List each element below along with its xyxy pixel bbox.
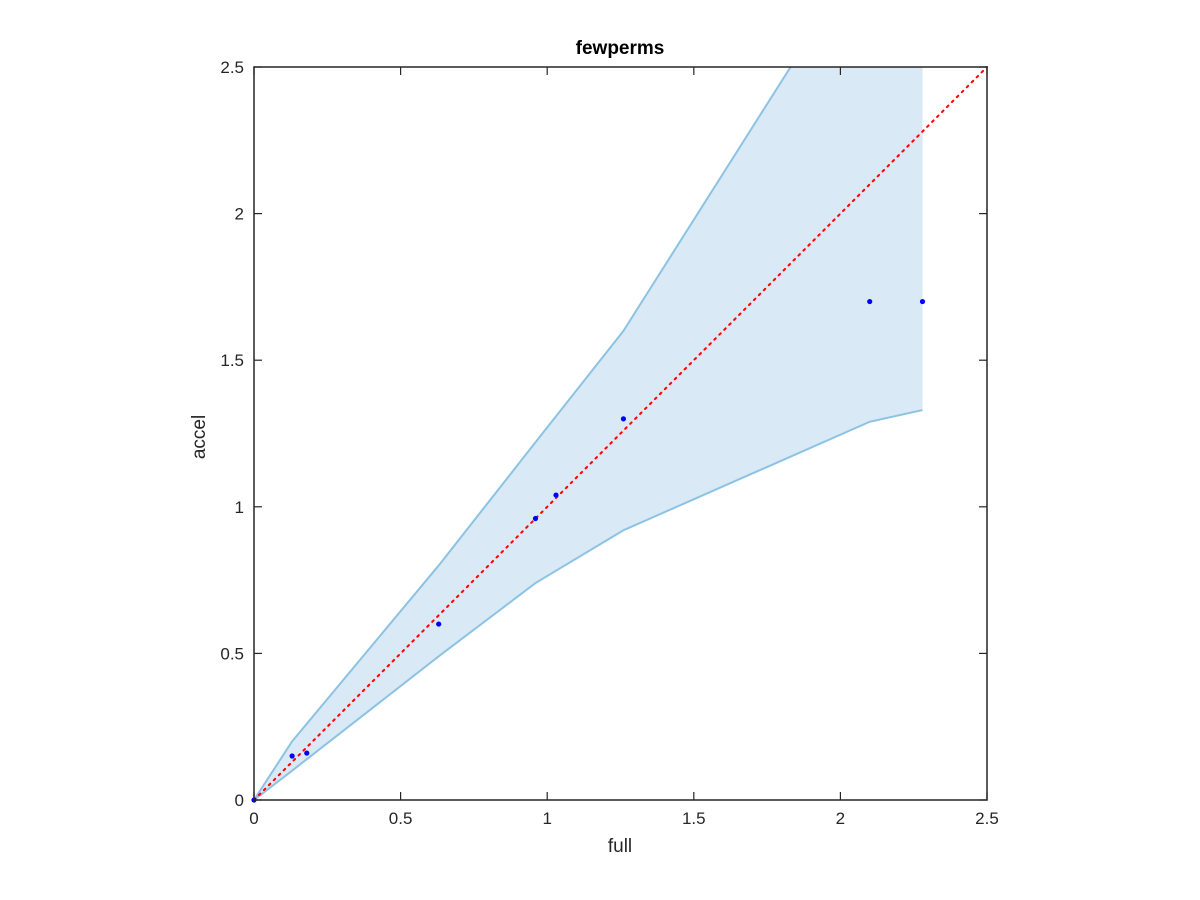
x-tick-label: 1	[542, 809, 551, 828]
data-point	[532, 515, 539, 522]
band-lower-edge	[253, 409, 923, 801]
y-tick-label: 0.5	[220, 644, 244, 663]
reference-line	[253, 66, 988, 801]
axes-box	[253, 66, 988, 801]
y-tick-label: 1	[235, 498, 244, 517]
data-point	[919, 298, 926, 305]
data-point	[304, 750, 310, 756]
x-tick-label: 0	[249, 809, 258, 828]
band-upper-edge	[253, 66, 792, 801]
plot-area: 0 0.5 1 1.5 2 2.5 0 0.5 1 1.5 2 2.5	[220, 58, 998, 828]
chart-title: fewperms	[576, 38, 665, 59]
y-tick-label: 2.5	[220, 58, 244, 77]
data-point	[620, 416, 627, 422]
confidence-band	[254, 67, 923, 800]
y-tick-label: 0	[235, 791, 244, 810]
x-tick-label: 2.5	[975, 809, 999, 828]
x-tick-label: 2	[836, 809, 845, 828]
x-axis-label: full	[608, 836, 632, 857]
y-tick-label: 2	[235, 205, 244, 224]
data-point	[553, 492, 559, 498]
y-axis-label: accel	[189, 415, 210, 459]
data-point	[436, 621, 442, 627]
x-tick-label: 1.5	[682, 809, 706, 828]
y-tick-label: 1.5	[220, 351, 244, 370]
x-tick-label: 0.5	[389, 809, 413, 828]
data-point	[867, 298, 873, 305]
data-point	[289, 753, 295, 759]
